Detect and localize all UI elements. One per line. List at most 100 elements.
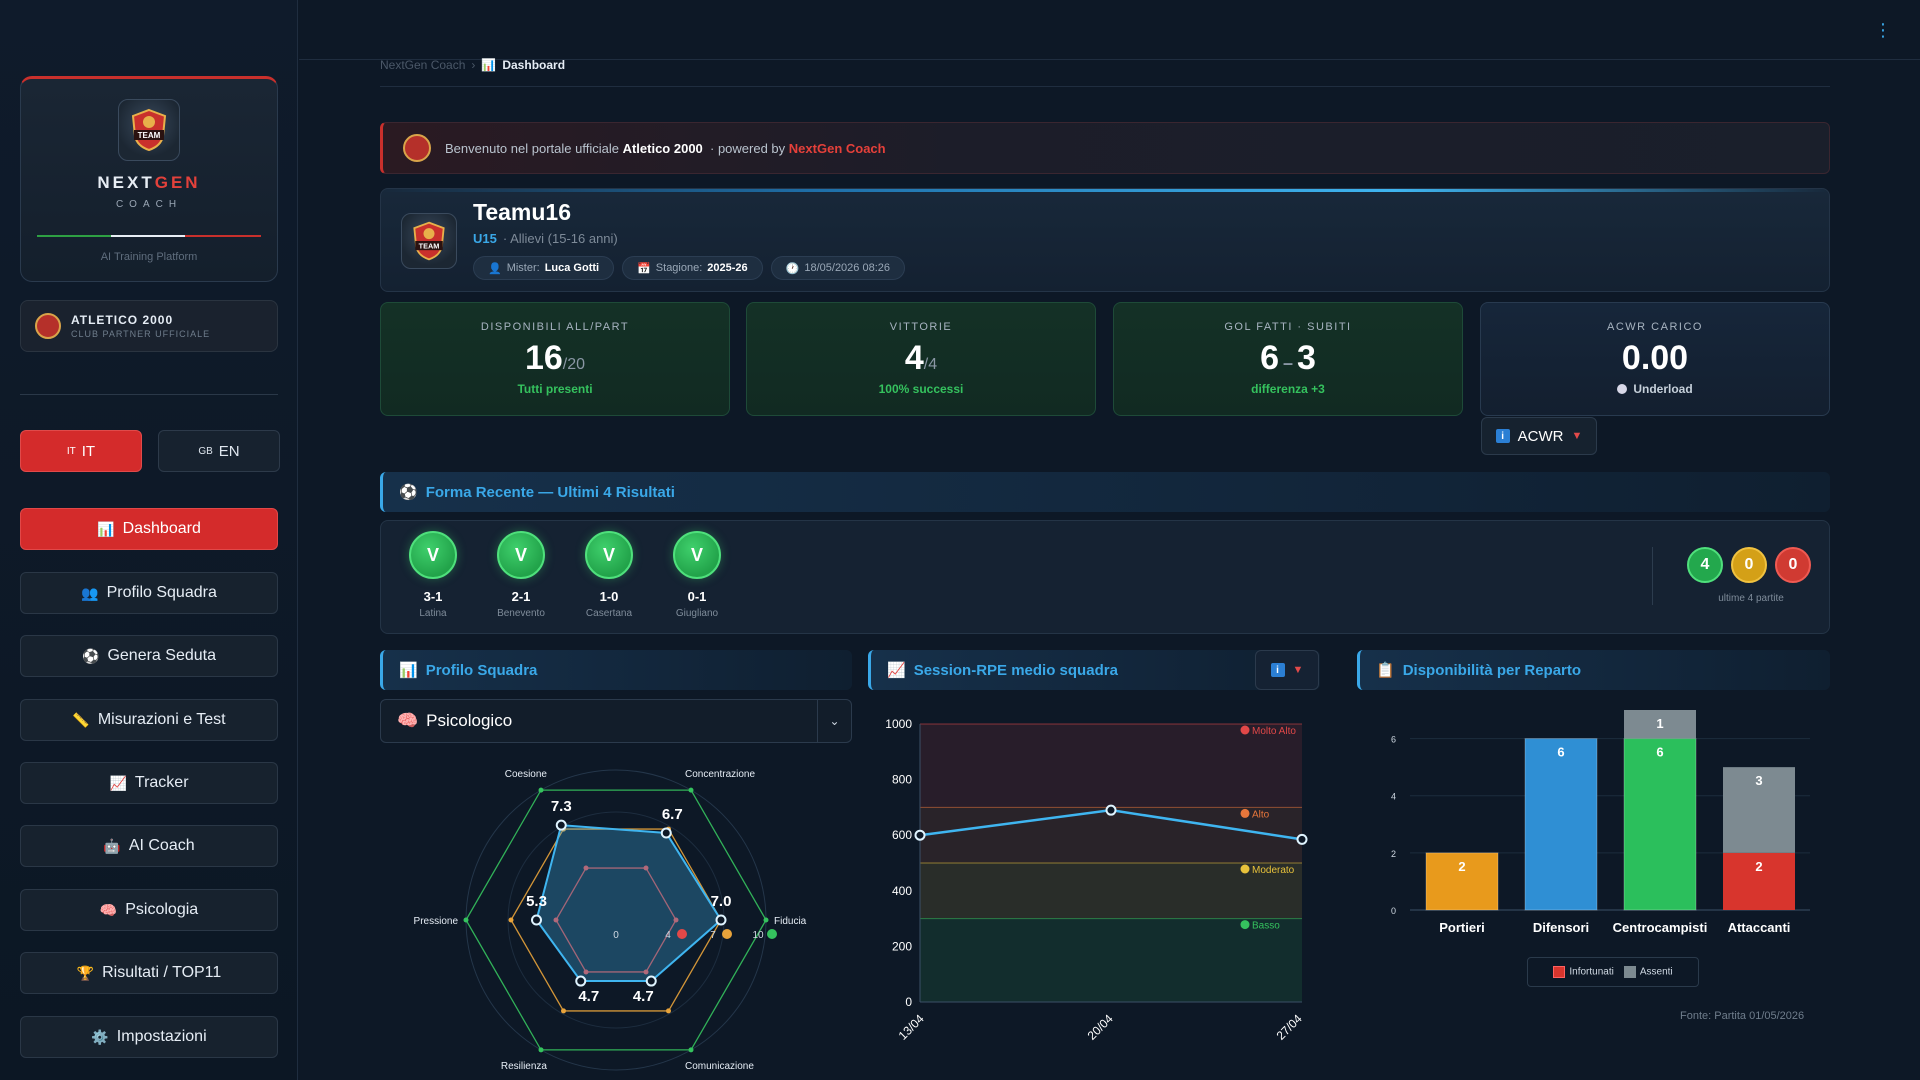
- rpe-zone-label: Alto: [1252, 809, 1270, 820]
- radar-point: [660, 827, 672, 839]
- nav-misurazioni[interactable]: 📏 Misurazioni e Test: [20, 699, 278, 741]
- info-icon: i: [1495, 429, 1510, 443]
- rpe-point: [1296, 833, 1308, 845]
- radar-value-label: 4.7: [578, 988, 599, 1005]
- trophy-icon: 🏆: [76, 964, 95, 981]
- svg-text:TEAM: TEAM: [138, 131, 161, 140]
- breadcrumb-current: Dashboard: [502, 58, 566, 72]
- chevron-down-icon: ▼: [1292, 664, 1304, 676]
- tricolor-bar: [37, 235, 261, 237]
- avail-y-tick: 6: [1391, 735, 1396, 745]
- avail-bar-label: 2: [1755, 859, 1762, 874]
- profile-type-select[interactable]: 🧠 Psicologico ⌄: [380, 699, 852, 743]
- lang-it-button[interactable]: IT IT: [20, 430, 142, 472]
- team-logo: TEAM: [118, 99, 180, 161]
- radar-point: [645, 975, 657, 987]
- chart-icon: 📊: [97, 520, 115, 537]
- rpe-zone-dot: [1240, 864, 1250, 874]
- ball-icon: ⚽: [399, 484, 418, 501]
- avail-bar-label: 3: [1755, 773, 1762, 788]
- crest-icon: TEAM: [413, 221, 445, 261]
- rpe-section-header: 📈 Session-RPE medio squadra: [868, 650, 1320, 690]
- partner-subtitle: CLUB PARTNER UFFICIALE: [71, 329, 211, 339]
- availability-source: Fonte: Partita 01/05/2026: [1680, 1010, 1805, 1022]
- nav-profilo-squadra[interactable]: 👥 Profilo Squadra: [20, 572, 278, 614]
- team-category: U15 · Allievi (15-16 anni): [473, 231, 618, 246]
- radar-ring-dot: [538, 787, 544, 793]
- radar-ring-marker: [677, 929, 687, 939]
- radar-ring-marker: [767, 929, 777, 939]
- breadcrumb-root[interactable]: NextGen Coach: [380, 58, 466, 72]
- rpe-y-tick: 600: [892, 828, 912, 842]
- radar-ring-dot: [643, 865, 649, 871]
- avail-bar-segment: [1723, 852, 1795, 910]
- trend-icon: 📈: [109, 774, 127, 791]
- nav-risultati[interactable]: 🏆 Risultati / TOP11: [20, 952, 278, 994]
- rpe-x-tick: 13/04: [896, 1011, 927, 1042]
- radar-axis-label: Resilienza: [501, 1061, 548, 1072]
- nav-ai-coach[interactable]: 🤖 AI Coach: [20, 825, 278, 867]
- kpi-gol: GOL FATTI · SUBITI 6–3 differenza +3: [1113, 302, 1463, 416]
- availability-bar-chart: 0 2 4 6 2 Portieri 6 Difensori 6 1 Centrocampisti 2…: [1391, 710, 1810, 935]
- kebab-menu-icon[interactable]: ⋮: [1874, 20, 1892, 40]
- radar-ring-label: 10: [752, 930, 764, 941]
- radar-ring-dot: [688, 1047, 694, 1053]
- nav-psicologia[interactable]: 🧠 Psicologia: [20, 889, 278, 931]
- rpe-zone-dot: [1240, 920, 1250, 930]
- avail-bar-label: 1: [1656, 716, 1663, 731]
- partner-crest-icon: [35, 313, 61, 339]
- rpe-point: [1105, 804, 1117, 816]
- result-item[interactable]: V 1-0 Casertana: [579, 531, 639, 619]
- rpe-zone-band: [920, 863, 1302, 919]
- partner-card: ATLETICO 2000 CLUB PARTNER UFFICIALE: [20, 300, 278, 352]
- team-name: Teamu16: [473, 199, 572, 225]
- nav-tracker[interactable]: 📈 Tracker: [20, 762, 278, 804]
- result-item[interactable]: V 0-1 Giugliano: [667, 531, 727, 619]
- rpe-zone-label: Molto Alto: [1252, 726, 1296, 737]
- rpe-y-tick: 0: [905, 995, 912, 1009]
- avail-bar-segment: [1624, 710, 1696, 739]
- team-card: TEAM Teamu16 U15 · Allievi (15-16 anni) 👤…: [380, 188, 1830, 292]
- nav-dashboard[interactable]: 📊 Dashboard: [20, 508, 278, 550]
- status-dot-icon: [1617, 384, 1628, 394]
- avail-bar-segment: [1623, 738, 1697, 911]
- radar-point: [575, 975, 587, 987]
- result-item[interactable]: V 2-1 Benevento: [491, 531, 551, 619]
- brain-icon: 🧠: [99, 901, 118, 918]
- trend-icon: 📈: [887, 662, 906, 679]
- chart-icon: 📊: [481, 58, 497, 72]
- legend-infortunati: Infortunati: [1553, 966, 1614, 978]
- radar-ring-dot: [673, 917, 679, 923]
- rpe-info-dropdown[interactable]: i ▼: [1255, 650, 1319, 690]
- availability-section-header: 📋 Disponibilità per Reparto: [1357, 650, 1830, 690]
- nav-genera-seduta[interactable]: ⚽ Genera Seduta: [20, 635, 278, 677]
- club-crest-icon: [403, 134, 431, 162]
- radar-value-label: 7.0: [711, 893, 732, 910]
- chart-icon: 📊: [399, 662, 418, 679]
- flag-it-icon: IT: [66, 445, 76, 457]
- nav-impostazioni[interactable]: ⚙️ Impostazioni: [20, 1016, 278, 1058]
- radar-ring-dot: [583, 969, 589, 975]
- avail-bar-label: 2: [1458, 859, 1465, 874]
- avail-y-tick: 0: [1391, 906, 1396, 916]
- rpe-y-tick: 400: [892, 884, 912, 898]
- radar-ring-dot: [666, 1008, 671, 1014]
- welcome-text: Benvenuto nel portale ufficiale Atletico…: [445, 140, 886, 156]
- availability-legend: Infortunati Assenti: [1527, 957, 1699, 987]
- form-panel: V 3-1 Latina V 2-1 Benevento V 1-0 Caser…: [380, 520, 1830, 634]
- clock-icon: 🕐: [785, 262, 800, 275]
- rpe-x-tick: 20/04: [1085, 1011, 1116, 1042]
- rpe-zone-label: Basso: [1252, 921, 1280, 932]
- avail-bar-segment: [1524, 738, 1598, 911]
- acwr-info-dropdown[interactable]: i ACWR ▼: [1481, 417, 1597, 455]
- rpe-zone-band: [920, 807, 1302, 863]
- sidebar: TEAM NEXTGEN COACH AI Training Platform …: [0, 0, 298, 1080]
- crest-icon: TEAM: [131, 108, 167, 152]
- result-item[interactable]: V 3-1 Latina: [403, 531, 463, 619]
- avail-category-label: Portieri: [1439, 920, 1485, 935]
- team-info-pills: 👤 Mister: Luca Gotti 📅 Stagione: 2025-26 🕐 18…: [473, 256, 905, 280]
- lang-en-button[interactable]: GB EN: [158, 430, 280, 472]
- avail-bar-segment: [1425, 852, 1499, 911]
- brand-card: TEAM NEXTGEN COACH AI Training Platform: [20, 76, 278, 282]
- breadcrumb: NextGen Coach › 📊 Dashboard: [380, 58, 565, 72]
